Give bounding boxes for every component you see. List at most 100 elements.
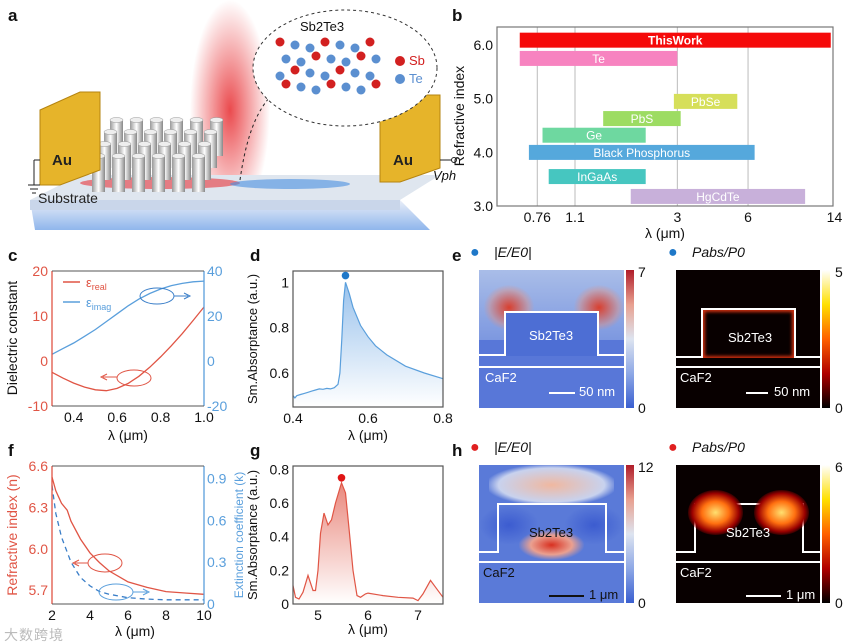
te-legend-label: Te — [409, 71, 423, 86]
h-left-title: |E/E0| — [494, 439, 532, 455]
pillar-top — [169, 117, 184, 123]
x-tick-label: 0.4 — [283, 410, 303, 426]
te-atom — [311, 85, 321, 95]
y-axis-label: Dielectric constant — [4, 281, 20, 395]
te-atom — [281, 54, 291, 64]
y2-tick-label: 0.6 — [207, 512, 227, 528]
y2-tick-label: 0 — [207, 596, 215, 612]
te-atom — [326, 54, 336, 64]
y-tick-label: 1 — [281, 274, 289, 290]
x-tick-label: 6 — [124, 607, 132, 623]
te-atom — [356, 85, 366, 95]
te-atom — [341, 57, 351, 67]
x-axis-label: λ (μm) — [348, 427, 388, 443]
e-right-cbar-min: 0 — [835, 400, 843, 416]
legend-label: εimag — [86, 295, 111, 312]
series-line — [292, 480, 444, 602]
te-atom — [320, 71, 330, 81]
bar-label: InGaAs — [577, 170, 617, 184]
x-axis-label: λ (μm) — [115, 623, 155, 639]
y2-axis-label: Extinction coefficient (k) — [232, 472, 246, 599]
panel-label-g: g — [250, 441, 261, 460]
range-bar — [630, 188, 806, 204]
scale-bar — [549, 392, 575, 394]
x-tick-label: 5 — [314, 607, 322, 623]
panel-label-c: c — [8, 246, 18, 265]
e-dot-icon: ● — [470, 244, 480, 261]
sb-atom — [311, 51, 321, 61]
e-right-dot-icon: ● — [668, 244, 678, 261]
h-right-dot-icon: ● — [668, 439, 678, 456]
pillar-array — [91, 117, 224, 192]
h-left-colorbar — [626, 465, 634, 603]
pillar — [172, 156, 185, 192]
y-tick-label: 0.6 — [270, 365, 290, 381]
e-right-cbar-max: 5 — [835, 264, 843, 280]
au-label-left: Au — [52, 152, 72, 169]
hot-spot-blue — [230, 179, 350, 189]
y-tick-label: 0.6 — [270, 495, 290, 511]
peak-marker — [337, 473, 346, 482]
sb-atom — [290, 65, 300, 75]
y-axis-label: Sm.Absorptance (a.u.) — [245, 470, 260, 600]
sb-atom — [365, 37, 375, 47]
x-axis-label: λ (μm) — [348, 621, 388, 637]
scale-bar — [746, 392, 768, 394]
pillar-top — [143, 129, 158, 135]
panel-label-e: e — [452, 246, 462, 265]
sb-atom — [326, 79, 336, 89]
te-atom — [296, 82, 306, 92]
series-line-real — [51, 306, 205, 392]
pillar-top — [203, 129, 218, 135]
y-tick-label: 0.4 — [270, 529, 290, 545]
au-label-right: Au — [393, 152, 413, 169]
te-atom — [350, 68, 360, 78]
te-atom — [290, 40, 300, 50]
x-tick-label: 1.0 — [194, 409, 214, 425]
range-bar — [548, 169, 646, 185]
y-tick-label: 5.0 — [474, 91, 494, 107]
sb-legend-label: Sb — [409, 53, 425, 68]
h-field-map: Sb2Te3 CaF2 1 μm — [479, 465, 624, 603]
series-line-imag — [51, 280, 205, 355]
y-tick-label: 0 — [40, 353, 48, 369]
annotation-ellipse — [98, 583, 134, 601]
y2-tick-label: -20 — [207, 398, 227, 414]
bar-label: Black Phosphorus — [593, 146, 690, 160]
vph-terminal-icon — [451, 157, 457, 163]
e-substrate-label: CaF2 — [485, 370, 517, 385]
sb-atom — [320, 37, 330, 47]
pillar-top — [189, 117, 204, 123]
x-tick-label: 0.6 — [358, 410, 378, 426]
h-material-label: Sb2Te3 — [529, 525, 574, 540]
x-tick-label: 8 — [162, 607, 170, 623]
y-tick-label: 10 — [32, 308, 48, 324]
h-absorption-map: Sb2Te3 CaF2 1 μm — [676, 465, 820, 603]
pillar-top — [163, 129, 178, 135]
te-atom — [350, 43, 360, 53]
y2-tick-label: 40 — [207, 263, 223, 279]
sheet-edge — [30, 200, 400, 210]
x-tick-label: 0.6 — [107, 409, 127, 425]
y2-tick-label: 0.3 — [207, 554, 227, 570]
x-tick-label: 7 — [414, 607, 422, 623]
arrow-left-icon — [99, 373, 117, 381]
h-left-cbar-max: 12 — [638, 459, 654, 475]
x-tick-label: 0.8 — [433, 410, 453, 426]
y-tick-label: 6.6 — [29, 458, 49, 474]
crystal-inset — [252, 9, 438, 127]
te-atom — [335, 40, 345, 50]
bar-label: ThisWork — [648, 34, 703, 48]
e-right-material-label: Sb2Te3 — [728, 330, 773, 345]
sb-atom — [281, 79, 291, 89]
substrate-label: Substrate — [38, 190, 98, 206]
bar-label: PbSe — [691, 95, 721, 109]
x-tick-label: 6 — [744, 209, 752, 225]
arrow-right-icon — [174, 292, 192, 300]
crystal-structure — [275, 37, 381, 95]
arrow-right-icon — [133, 588, 151, 596]
y-tick-label: 5.7 — [29, 582, 49, 598]
range-bar — [519, 50, 678, 66]
area-fill — [293, 482, 443, 604]
